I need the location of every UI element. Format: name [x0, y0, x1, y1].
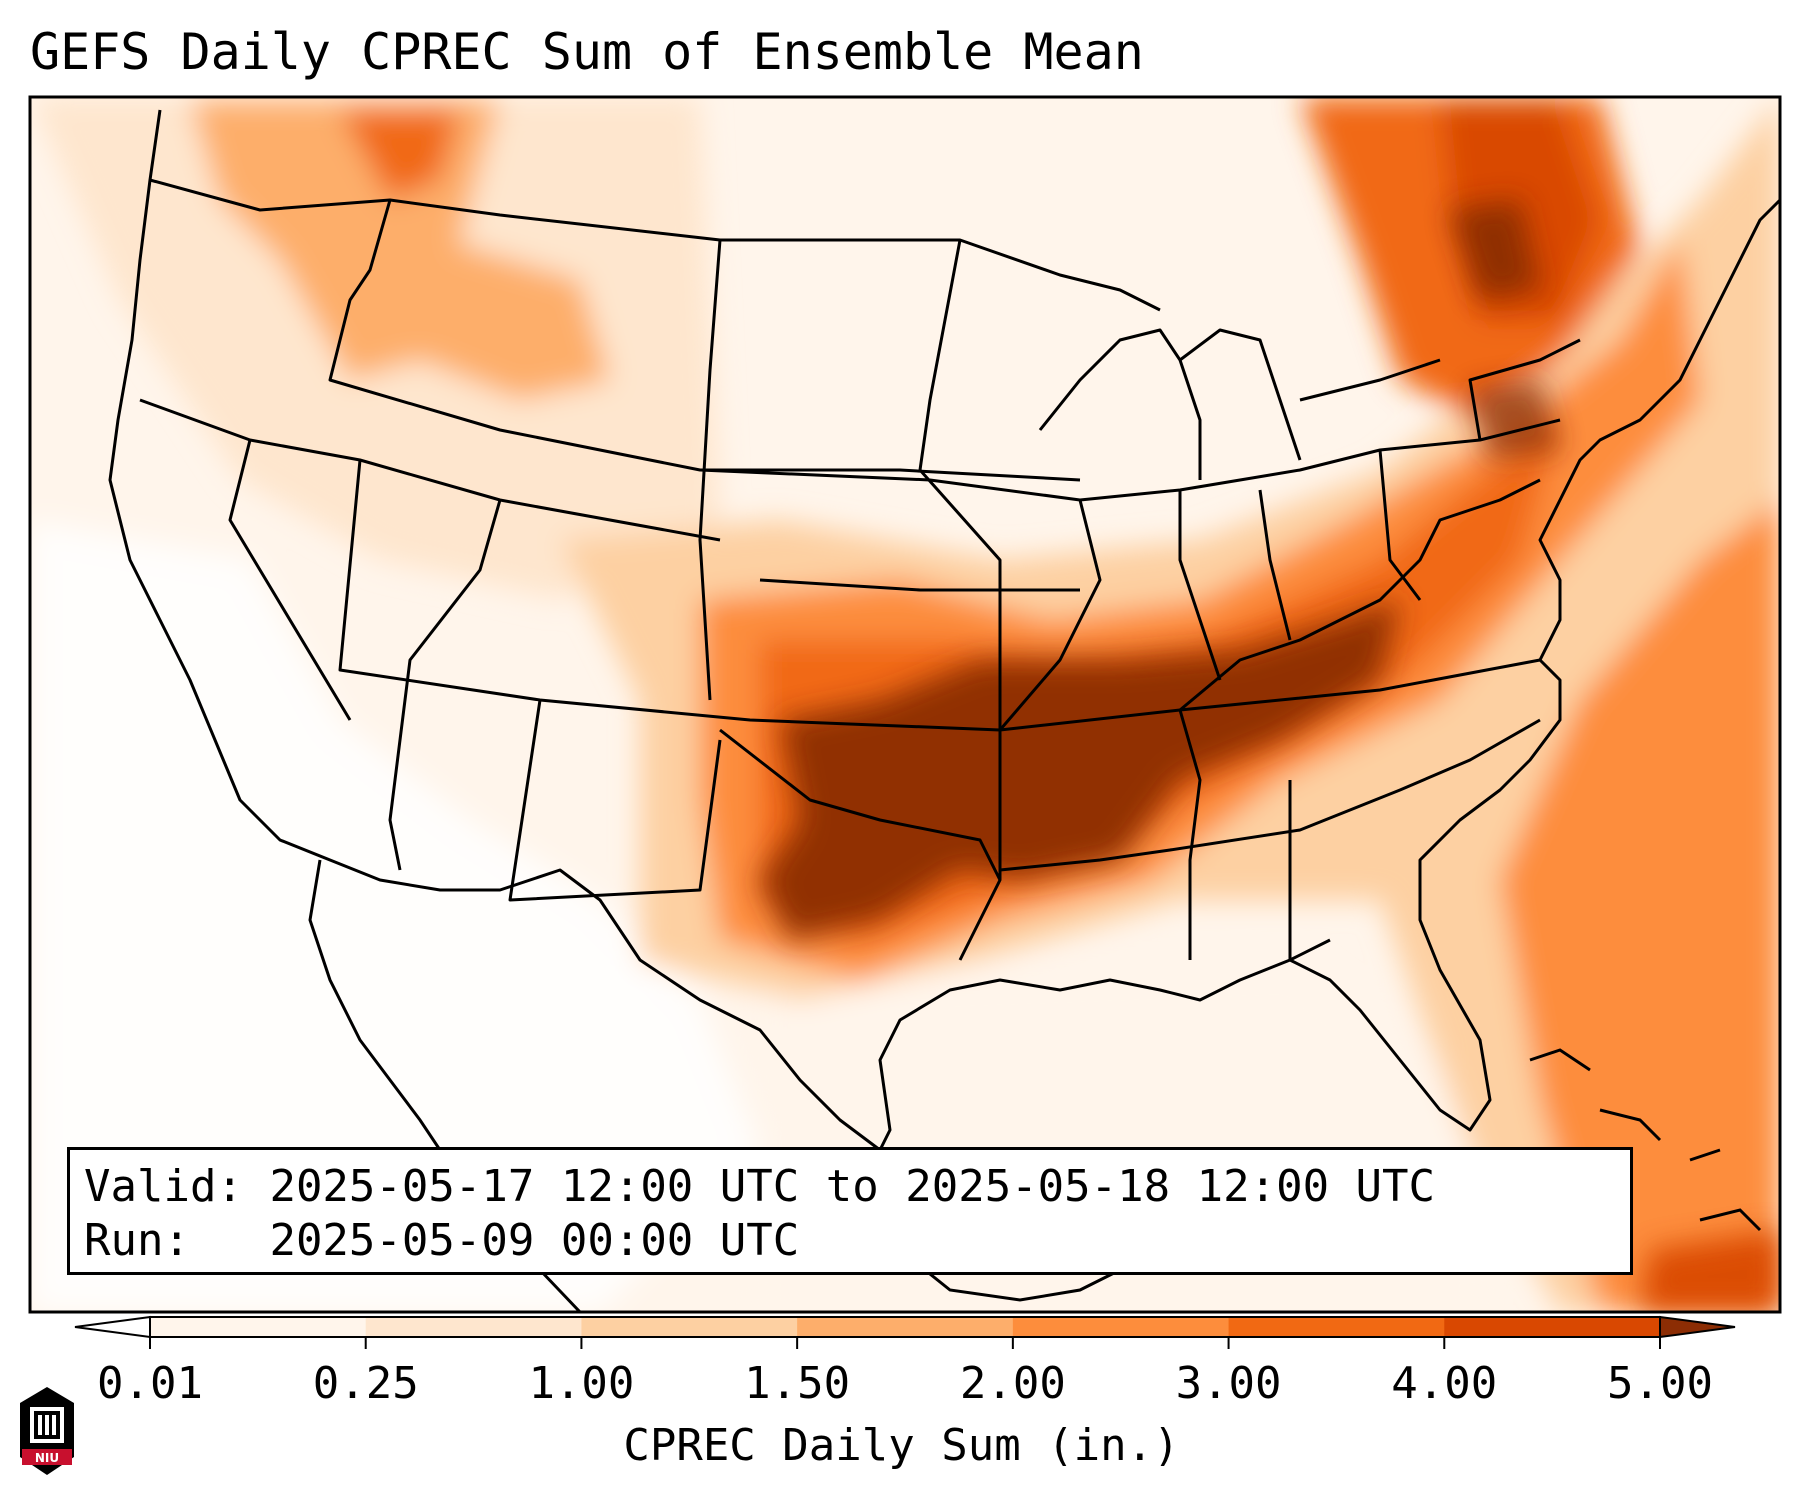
valid-label: Valid: [84, 1161, 243, 1212]
colorbar-segment [797, 1317, 1014, 1337]
heavy-precip-core [760, 600, 1400, 940]
colorbar-segment [365, 1317, 582, 1337]
colorbar-tick-label: 0.25 [312, 1358, 419, 1409]
niu-logo: NIU [20, 1387, 74, 1475]
caribbean-islands [1529, 1048, 1762, 1232]
heavy-precip-caribbean [1640, 1230, 1780, 1312]
nw-precip-core [340, 110, 460, 200]
colorbar-under-extension [74, 1315, 151, 1339]
colorbar-outline [149, 1316, 1661, 1338]
heavy-precip-quebec [1450, 200, 1540, 300]
colorbar-tick-label: 2.00 [959, 1358, 1066, 1409]
colorbar [74, 1315, 1736, 1349]
run-value: 2025-05-09 00:00 UTC [269, 1215, 800, 1266]
white-area-southwest [30, 520, 760, 1312]
colorbar-tick-label: 1.50 [744, 1358, 851, 1409]
colorbar-over-extension [1659, 1315, 1736, 1339]
chart-title: GEFS Daily CPREC Sum of Ensemble Mean [30, 23, 1144, 81]
run-label: Run: [84, 1215, 190, 1266]
colorbar-tick-label: 3.00 [1175, 1358, 1282, 1409]
valid-run-box: Valid: 2025-05-17 12:00 UTC to 2025-05-1… [67, 1147, 1633, 1275]
colorbar-tick-label: 0.01 [97, 1358, 203, 1409]
colorbar-label: CPREC Daily Sum (in.) [623, 1420, 1180, 1471]
colorbar-segment [1444, 1317, 1661, 1337]
colorbar-tick-label: 5.00 [1607, 1358, 1713, 1409]
map-frame [28, 95, 1782, 1314]
colorbar-segment [150, 1317, 367, 1337]
atlantic-band [1500, 500, 1780, 1312]
idaho-precip [380, 220, 610, 400]
heavy-precip-ny [1470, 380, 1560, 460]
state-boundaries [108, 109, 1780, 1152]
niu-logo-text: NIU [35, 1451, 59, 1465]
colorbar-segment [1228, 1317, 1445, 1337]
colorbar-segment [1012, 1317, 1230, 1337]
colorbar-segment [581, 1317, 798, 1337]
colorbar-tick-label: 1.00 [528, 1358, 635, 1409]
valid-value: 2025-05-17 12:00 UTC to 2025-05-18 12:00… [269, 1161, 1436, 1212]
colorbar-tick-label: 4.00 [1391, 1358, 1498, 1409]
